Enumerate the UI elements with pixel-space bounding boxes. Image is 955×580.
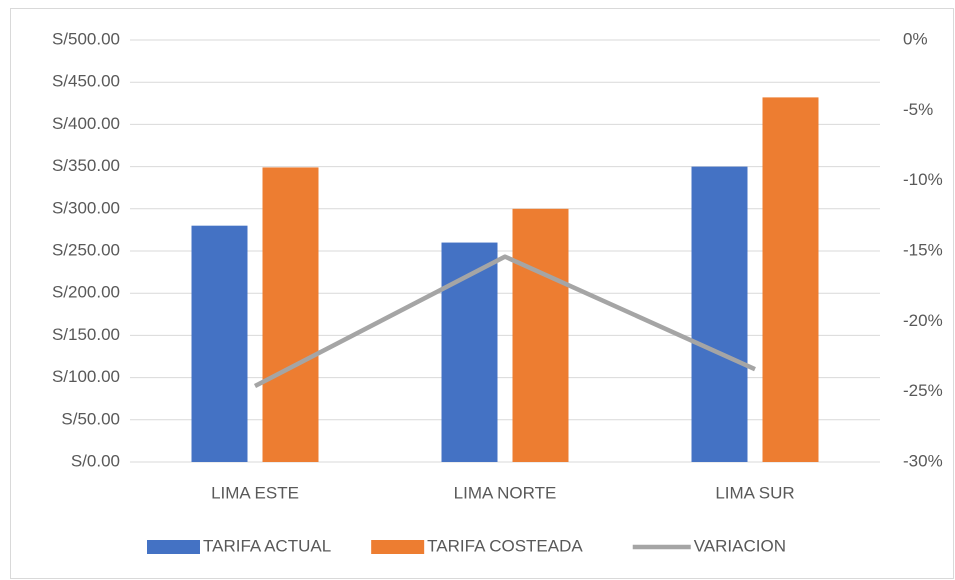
y-tick-label: S/300.00	[52, 198, 120, 217]
y2-tick-label: -10%	[903, 170, 943, 189]
y-tick-label: S/50.00	[61, 409, 120, 428]
legend-label: TARIFA ACTUAL	[203, 536, 331, 555]
y-tick-label: S/250.00	[52, 240, 120, 259]
y2-tick-label: -20%	[903, 311, 943, 330]
x-tick-label: LIMA ESTE	[211, 483, 299, 502]
y-tick-label: S/500.00	[52, 29, 120, 48]
legend-swatch	[147, 540, 200, 554]
y2-tick-label: 0%	[903, 29, 928, 48]
y2-tick-label: -15%	[903, 240, 943, 259]
y2-tick-label: -5%	[903, 100, 933, 119]
bar	[691, 166, 748, 462]
x-tick-label: LIMA NORTE	[454, 483, 557, 502]
bar	[262, 167, 319, 462]
legend-swatch	[371, 540, 425, 554]
y-tick-label: S/150.00	[52, 325, 120, 344]
legend-label: VARIACION	[694, 536, 786, 555]
y-tick-label: S/0.00	[71, 451, 120, 470]
y-tick-label: S/350.00	[52, 156, 120, 175]
bar	[191, 225, 248, 462]
bar	[762, 97, 819, 462]
y-tick-label: S/400.00	[52, 114, 120, 133]
legend-label: TARIFA COSTEADA	[427, 536, 583, 555]
x-tick-label: LIMA SUR	[715, 483, 794, 502]
y2-tick-label: -30%	[903, 451, 943, 470]
bar	[512, 208, 569, 462]
y-tick-label: S/450.00	[52, 72, 120, 91]
y-tick-label: S/200.00	[52, 283, 120, 302]
bar	[441, 242, 498, 462]
y-tick-label: S/100.00	[52, 367, 120, 386]
line	[253, 254, 756, 389]
y2-tick-label: -25%	[903, 381, 943, 400]
